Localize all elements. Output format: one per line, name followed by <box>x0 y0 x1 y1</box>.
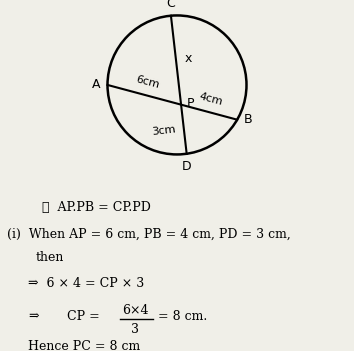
Text: Hence PC = 8 cm: Hence PC = 8 cm <box>28 340 141 351</box>
Text: ⇒  6 × 4 = CP × 3: ⇒ 6 × 4 = CP × 3 <box>28 277 144 290</box>
Text: P: P <box>187 97 194 110</box>
Text: 4cm: 4cm <box>198 92 223 107</box>
Text: (i)  When AP = 6 cm, PB = 4 cm, PD = 3 cm,: (i) When AP = 6 cm, PB = 4 cm, PD = 3 cm… <box>7 228 291 241</box>
Text: then: then <box>35 251 64 265</box>
Text: 3: 3 <box>131 323 139 336</box>
Text: ∴  AP.PB = CP.PD: ∴ AP.PB = CP.PD <box>42 201 152 214</box>
Text: B: B <box>243 113 252 126</box>
Text: D: D <box>182 160 192 173</box>
Text: C: C <box>167 0 175 9</box>
Text: 3cm: 3cm <box>152 124 177 137</box>
Text: A: A <box>92 78 101 92</box>
Text: x: x <box>185 52 192 65</box>
Text: CP =: CP = <box>67 310 100 323</box>
Text: 6×4: 6×4 <box>122 304 149 317</box>
Text: = 8 cm.: = 8 cm. <box>158 310 207 323</box>
Text: 6cm: 6cm <box>135 74 160 90</box>
Text: ⇒: ⇒ <box>28 310 39 323</box>
